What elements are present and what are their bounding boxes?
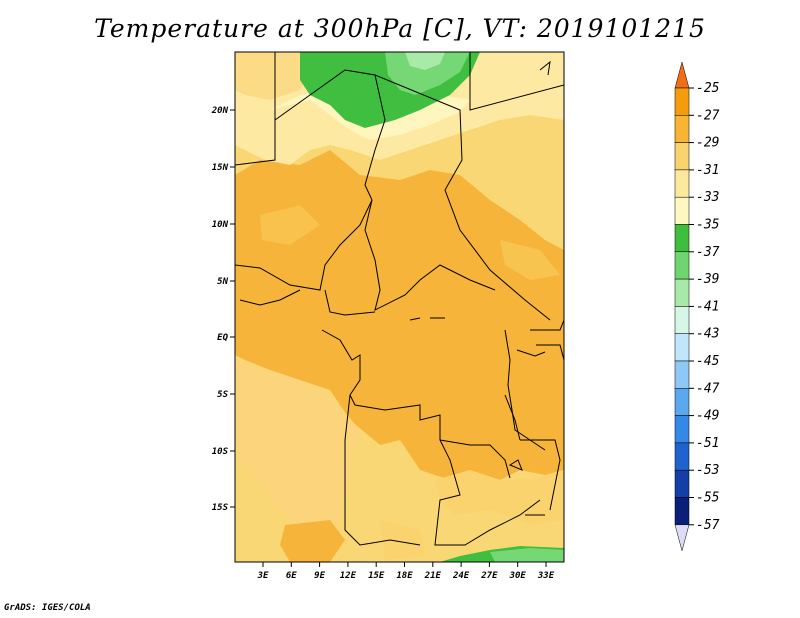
colorbar-swatch: [674, 142, 690, 171]
colorbar-label: -53: [696, 463, 719, 478]
lon-label: 21E: [424, 571, 442, 581]
colorbar-swatch: [674, 87, 690, 116]
colorbar-label: -57: [696, 518, 720, 533]
colorbar-label: -45: [696, 354, 720, 369]
lon-label: 27E: [480, 571, 498, 581]
lat-label: 10S: [212, 447, 229, 457]
lon-label: 24E: [452, 571, 470, 581]
colorbar-bottom-arrow: [674, 524, 690, 552]
lat-label: 5S: [217, 390, 228, 400]
lon-label: 15E: [368, 571, 385, 581]
chart-title: Temperature at 300hPa [C], VT: 201910121…: [94, 14, 706, 43]
colorbar-swatch: [674, 415, 690, 444]
colorbar-swatch: [674, 251, 690, 280]
colorbar-label: -39: [696, 272, 719, 287]
colorbar-label: -27: [696, 108, 720, 123]
colorbar-label: -51: [696, 436, 719, 451]
colorbar-swatch: [674, 388, 690, 416]
colorbar-label: -35: [696, 218, 720, 233]
lon-label: 6E: [286, 571, 297, 581]
lat-label: EQ: [217, 333, 228, 343]
temperature-field: [235, 52, 564, 562]
colorbar-top-arrow: [674, 61, 690, 89]
colorbar-swatch: [674, 333, 690, 362]
colorbar-swatch: [674, 360, 690, 389]
colorbar-swatch: [674, 196, 690, 225]
grads-credit: GrADS: IGES/COLA: [4, 603, 91, 613]
colorbar-swatch: [674, 224, 690, 253]
colorbar: -25 -27 -29 -31 -33 -35 -37 -39 -41 -43 -45 -47 -49 -…: [674, 61, 720, 552]
lon-label: 3E: [257, 571, 269, 581]
colorbar-label: -41: [696, 299, 719, 314]
colorbar-label: -25: [696, 81, 720, 96]
colorbar-swatch: [674, 469, 690, 498]
lat-label: 20N: [211, 106, 229, 116]
lon-label: 30E: [509, 571, 527, 581]
lon-label: 18E: [396, 571, 413, 581]
colorbar-label: -55: [696, 491, 720, 506]
colorbar-label: -29: [696, 136, 719, 151]
colorbar-label: -47: [696, 381, 720, 396]
map-frame: [234, 51, 565, 563]
lat-label: 10N: [212, 220, 229, 230]
latitude-axis: 20N 15N 10N 5N EQ 5S 10S 15S: [211, 106, 235, 513]
country-borders: [235, 52, 564, 546]
lon-label: 12E: [340, 571, 357, 581]
lon-label: 9E: [314, 571, 325, 581]
colorbar-swatch: [674, 306, 690, 334]
colorbar-swatch: [674, 115, 690, 143]
colorbar-label: -49: [696, 409, 719, 424]
colorbar-swatch: [674, 442, 690, 471]
lat-label: 5N: [217, 277, 228, 287]
warm-region: [235, 150, 564, 480]
colorbar-swatch: [674, 169, 690, 198]
longitude-axis: 3E 6E 9E 12E 15E 18E 21E 24E 27E 30E 33E: [257, 562, 555, 581]
colorbar-swatch: [674, 278, 690, 307]
lat-label: 15S: [212, 503, 229, 513]
colorbar-label: -33: [696, 190, 719, 205]
lat-label: 15N: [212, 163, 229, 173]
lon-label: 33E: [537, 571, 555, 581]
colorbar-label: -37: [696, 245, 720, 260]
colorbar-label: -43: [696, 327, 719, 342]
colorbar-label: -31: [696, 163, 719, 178]
colorbar-swatch: [674, 497, 690, 526]
